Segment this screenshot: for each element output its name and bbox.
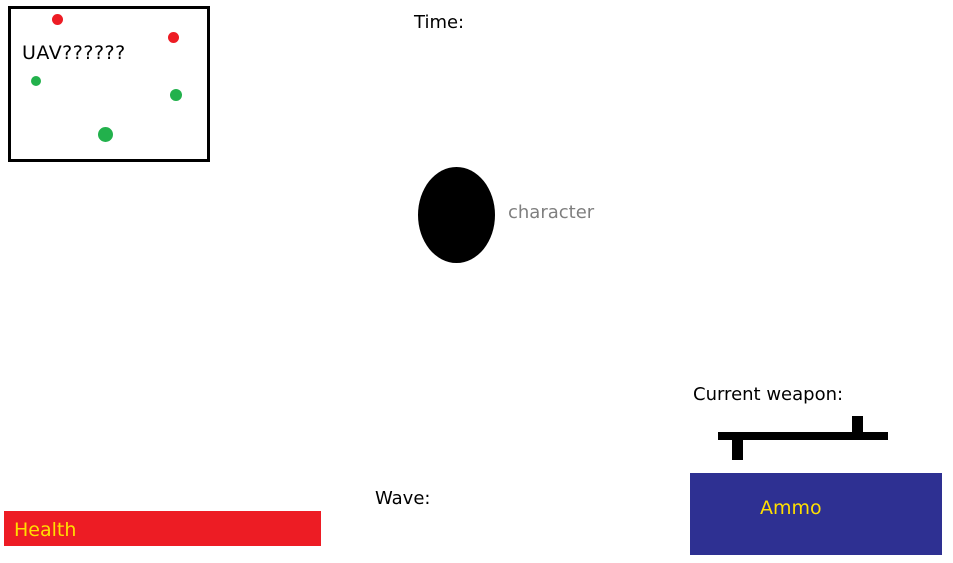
uav-minimap: UAV??????: [8, 6, 210, 162]
ammo-label: Ammo: [760, 497, 822, 519]
character-label: character: [508, 202, 595, 223]
wave-label: Wave:: [375, 488, 431, 509]
ammo-box: Ammo: [690, 473, 942, 555]
friendly-marker: [170, 89, 182, 101]
character-sprite: [418, 167, 495, 263]
health-bar: Health: [4, 511, 321, 546]
uav-label: UAV??????: [22, 42, 126, 64]
enemy-marker: [168, 32, 179, 43]
player-marker: [98, 127, 113, 142]
health-label: Health: [14, 519, 77, 541]
friendly-marker: [31, 76, 41, 86]
time-label: Time:: [414, 12, 465, 33]
enemy-marker: [52, 14, 63, 25]
current-weapon-label: Current weapon:: [693, 384, 844, 405]
rifle-icon: [718, 416, 888, 460]
